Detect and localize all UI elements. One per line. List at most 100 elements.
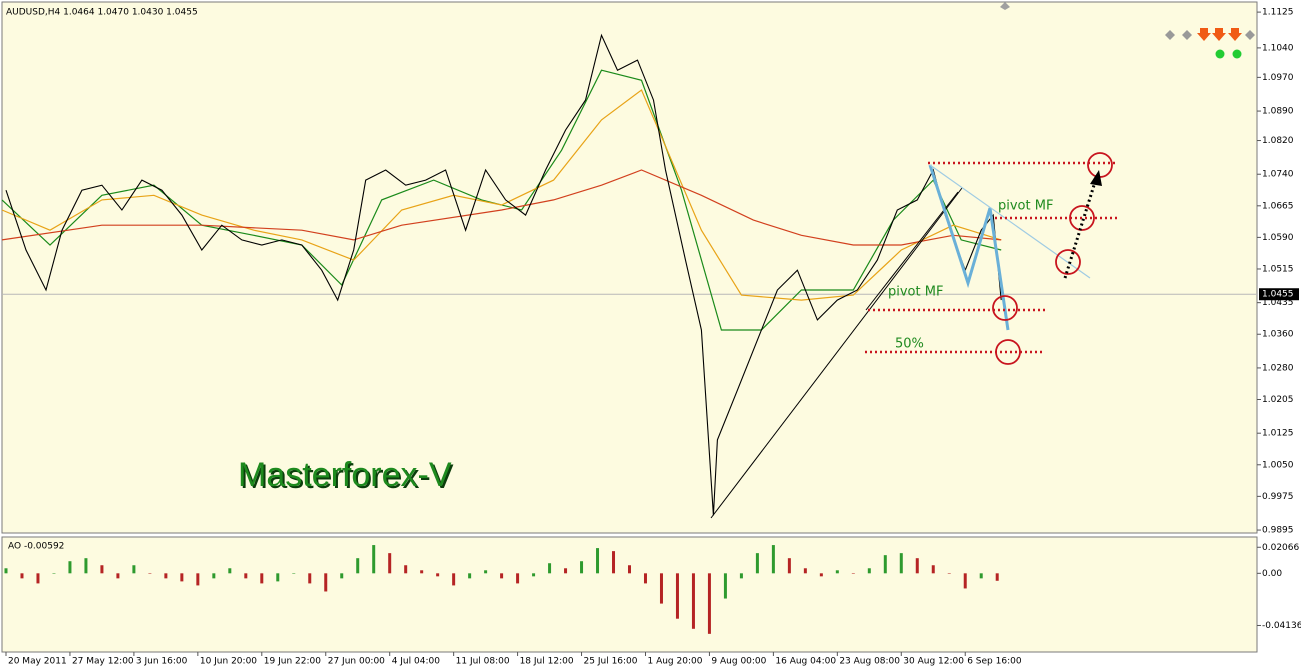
ao-bar [803, 568, 807, 574]
y-tick-label: 0.9975 [1262, 492, 1294, 502]
ao-bar [388, 553, 392, 574]
x-tick-label: 25 Jul 16:00 [584, 657, 638, 667]
x-tick-label: 16 Aug 04:00 [775, 657, 836, 667]
ao-bar [452, 573, 456, 586]
ao-bar [148, 573, 152, 574]
ao-bar [84, 558, 88, 574]
x-tick-label: 19 Jun 22:00 [264, 657, 321, 667]
ao-bar [819, 573, 823, 577]
y-tick-label: 1.0435 [1262, 298, 1294, 308]
ao-bar [516, 573, 520, 584]
ao-bar [532, 573, 536, 577]
line [5, 33, 1002, 516]
ao-bar [340, 573, 344, 579]
x-tick-label: 6 Sep 16:00 [967, 657, 1022, 667]
ao-bar [755, 553, 759, 574]
ao-bar [132, 565, 136, 574]
y-tick-label: 1.0050 [1262, 460, 1294, 470]
ao-bar [116, 573, 120, 579]
ao-bar [324, 573, 328, 592]
y-tick-label: 1.0515 [1262, 264, 1294, 274]
main-panel [1, 1, 1258, 534]
ao-bar [739, 573, 743, 579]
ao-bar [915, 558, 919, 574]
x-tick-label: 27 Jun 00:00 [328, 657, 385, 667]
ao-y-tick-label: -0.04136 [1262, 621, 1301, 631]
y-tick-label: 1.0280 [1262, 363, 1294, 373]
ao-bar [963, 573, 967, 589]
ao-bar [356, 558, 360, 574]
x-tick-label: 30 Aug 12:00 [903, 657, 964, 667]
ao-bar [196, 573, 200, 586]
y-tick-label: 1.0665 [1262, 201, 1294, 211]
last-price-label: 1.0455 [1262, 290, 1294, 300]
ao-bar [723, 573, 727, 599]
annotation: 50% [895, 337, 924, 352]
ao-bar [180, 573, 184, 582]
ao-bar [628, 565, 631, 574]
ao-bar [612, 551, 616, 574]
plot-layer: 1.1125 1.1040 1.0970 1.0890 1.0820 1.0740 1.06… [1, 8, 1301, 667]
ao-bar [212, 573, 216, 579]
drawings [710, 152, 1118, 519]
ao-y-tick-label: 0.00 [1262, 569, 1282, 579]
ao-bar [580, 561, 584, 574]
x-tick-label: 3 Jun 16:00 [136, 657, 188, 667]
ao-bar [36, 573, 40, 584]
x-tick-label: 23 Aug 08:00 [839, 657, 900, 667]
ao-bar [947, 573, 951, 574]
x-tick-label: 18 Jul 12:00 [520, 657, 574, 667]
ao-bar [564, 568, 568, 574]
ao-bar [164, 573, 168, 579]
y-tick-label: 1.1040 [1262, 43, 1294, 53]
ao-bar [308, 573, 312, 584]
ao-bar [659, 573, 663, 604]
ao-bar [68, 561, 72, 574]
ao-panel [1, 536, 1258, 653]
ao-bar [851, 573, 855, 574]
ao-bar [691, 573, 695, 629]
y-tick-label: 1.0125 [1262, 429, 1294, 439]
ao-bar [771, 545, 775, 574]
brand-shadow: Masterforex-V [240, 458, 454, 496]
ao-bar [707, 573, 711, 634]
y-tick-label: 1.0590 [1262, 233, 1294, 243]
ao-y-tick-label: 0.02066 [1262, 543, 1299, 553]
x-tick-label: 11 Jul 08:00 [456, 657, 510, 667]
ao-bar [995, 573, 999, 581]
ao-bar [420, 570, 424, 574]
y-tick-label: 1.1125 [1262, 8, 1294, 18]
chart-title: AUDUSD,H4 1.0464 1.0470 1.0430 1.0455 [6, 8, 198, 18]
x-tick-label: 20 May 2011 [8, 657, 67, 667]
ao-bar [244, 573, 248, 579]
ao-label: AO -0.00592 [8, 542, 64, 552]
ao-bar [883, 555, 887, 574]
ao-bar [643, 573, 647, 584]
annotation: pivot MF [888, 285, 943, 300]
last-price-box [1259, 288, 1299, 301]
y-tick-label: 0.9895 [1262, 526, 1294, 536]
y-tick-label: 1.0360 [1262, 330, 1294, 340]
x-tick-label: 27 May 12:00 [72, 657, 134, 667]
x-tick-label: 9 Aug 00:00 [711, 657, 766, 667]
x-tick-label: 4 Jul 04:00 [392, 657, 441, 667]
x-tick-label: 1 Aug 20:00 [647, 657, 702, 667]
x-tick-label: 10 Jun 20:00 [200, 657, 257, 667]
ao-bar [52, 573, 56, 574]
ao-bar [4, 568, 8, 574]
ao-bar [979, 573, 983, 579]
y-tick-label: 1.0205 [1262, 395, 1294, 405]
ao-bar [931, 565, 935, 574]
y-tick-label: 1.0820 [1262, 136, 1294, 146]
ao-bar [548, 563, 552, 574]
line [1, 89, 1002, 301]
ao-bar [276, 573, 280, 582]
annotation: pivot MF [998, 199, 1053, 214]
ao-bar [292, 573, 296, 574]
ao-bar [436, 573, 440, 577]
ao-bar [228, 568, 232, 574]
y-tick-label: 1.0740 [1262, 170, 1294, 180]
line [1, 169, 1002, 246]
ao-bar [596, 548, 600, 574]
